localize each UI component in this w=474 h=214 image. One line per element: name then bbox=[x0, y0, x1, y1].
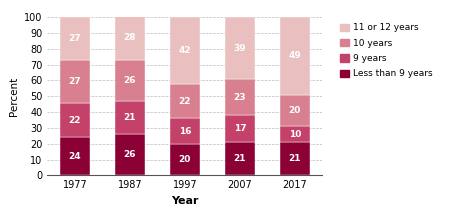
Text: 21: 21 bbox=[124, 113, 136, 122]
Bar bbox=[60, 137, 90, 175]
Bar bbox=[225, 17, 255, 79]
X-axis label: Year: Year bbox=[171, 196, 199, 206]
Text: 24: 24 bbox=[69, 152, 81, 161]
Text: 10: 10 bbox=[289, 130, 301, 139]
Text: 27: 27 bbox=[69, 34, 81, 43]
Text: 23: 23 bbox=[234, 93, 246, 102]
Bar bbox=[115, 16, 145, 60]
Bar bbox=[115, 60, 145, 101]
Text: 42: 42 bbox=[179, 46, 191, 55]
Text: 28: 28 bbox=[124, 33, 136, 42]
Text: 26: 26 bbox=[124, 150, 136, 159]
Bar bbox=[60, 60, 90, 103]
Bar bbox=[170, 119, 200, 144]
Bar bbox=[280, 17, 310, 95]
Text: 20: 20 bbox=[289, 106, 301, 115]
Text: 49: 49 bbox=[289, 51, 301, 60]
Text: 39: 39 bbox=[234, 43, 246, 52]
Text: 22: 22 bbox=[69, 116, 81, 125]
Bar bbox=[280, 142, 310, 175]
Text: 21: 21 bbox=[289, 154, 301, 163]
Text: 17: 17 bbox=[234, 124, 246, 133]
Bar bbox=[170, 17, 200, 84]
Bar bbox=[225, 142, 255, 175]
Bar bbox=[60, 103, 90, 137]
Y-axis label: Percent: Percent bbox=[9, 77, 18, 116]
Text: 21: 21 bbox=[234, 154, 246, 163]
Bar bbox=[60, 17, 90, 60]
Bar bbox=[170, 84, 200, 119]
Bar bbox=[225, 115, 255, 142]
Bar bbox=[115, 101, 145, 134]
Bar bbox=[115, 134, 145, 175]
Text: 22: 22 bbox=[179, 97, 191, 106]
Bar bbox=[170, 144, 200, 175]
Text: 26: 26 bbox=[124, 76, 136, 85]
Text: 27: 27 bbox=[69, 77, 81, 86]
Bar bbox=[280, 95, 310, 126]
Legend: 11 or 12 years, 10 years, 9 years, Less than 9 years: 11 or 12 years, 10 years, 9 years, Less … bbox=[338, 22, 435, 80]
Text: 16: 16 bbox=[179, 127, 191, 136]
Text: 20: 20 bbox=[179, 155, 191, 164]
Bar bbox=[280, 126, 310, 142]
Bar bbox=[225, 79, 255, 115]
